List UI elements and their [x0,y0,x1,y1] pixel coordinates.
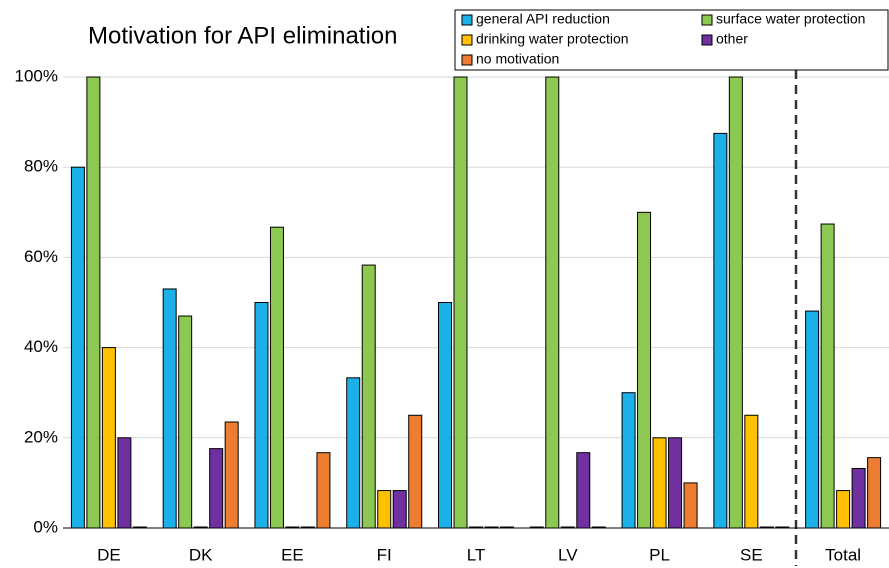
legend-label: other [716,31,748,47]
chart-title: Motivation for API elimination [88,22,397,49]
legend-swatch [461,14,473,26]
bar [500,526,514,529]
bar [744,414,759,529]
bar [101,347,116,529]
legend-label: surface water protection [716,11,865,27]
legend-label: drinking water protection [476,31,629,47]
bar [775,526,790,529]
bar [377,490,392,529]
bar [86,76,101,529]
bar [438,302,452,529]
y-tick-label: 100% [15,66,58,85]
bar [254,302,269,529]
bar [469,526,483,529]
bar [867,457,882,529]
bar [652,437,667,529]
y-tick-label: 20% [24,427,58,446]
y-tick-label: 60% [24,247,58,266]
legend-swatch [701,14,713,26]
bar [545,76,560,529]
bar [820,223,835,529]
x-tick-label: LV [558,545,578,564]
legend-swatch [461,34,473,46]
x-tick-label: FI [377,545,392,564]
y-tick-label: 80% [24,157,58,176]
bar [728,76,743,529]
legend-swatch [701,34,713,46]
legend-label: general API reduction [476,11,610,27]
x-tick-label: EE [281,545,304,564]
x-tick-label: Total [825,545,861,564]
bar [836,490,851,529]
bar [178,315,193,529]
x-tick-label: SE [740,545,763,564]
bar [70,166,85,529]
legend-box [454,9,889,71]
bar [162,288,177,529]
bar [637,211,652,529]
bar [316,452,331,529]
x-tick-label: PL [649,545,670,564]
bar [759,526,774,529]
x-tick-label: DE [97,545,121,564]
bar [392,490,407,529]
bar [193,526,208,529]
bar [851,467,866,529]
bar [224,421,239,529]
x-tick-label: LT [467,545,486,564]
bar [285,526,300,529]
bar [529,526,544,529]
bar [209,448,224,529]
legend-swatch [461,54,473,66]
bar [591,526,606,529]
legend-label: no motivation [476,51,559,67]
bar [683,482,698,529]
bar [346,377,361,529]
bar [668,437,683,529]
y-tick-label: 40% [24,337,58,356]
bar [117,437,132,529]
bar [361,264,376,529]
y-tick-label: 0% [33,517,58,536]
bar [453,76,468,529]
bar [560,526,575,529]
bar [484,526,499,529]
bar [269,226,284,529]
bar [408,414,423,529]
bar [576,452,591,529]
bar [300,526,315,529]
x-tick-label: DK [189,545,213,564]
bar [713,132,728,529]
bar [132,526,147,529]
bar [805,310,820,529]
bar [621,392,636,529]
